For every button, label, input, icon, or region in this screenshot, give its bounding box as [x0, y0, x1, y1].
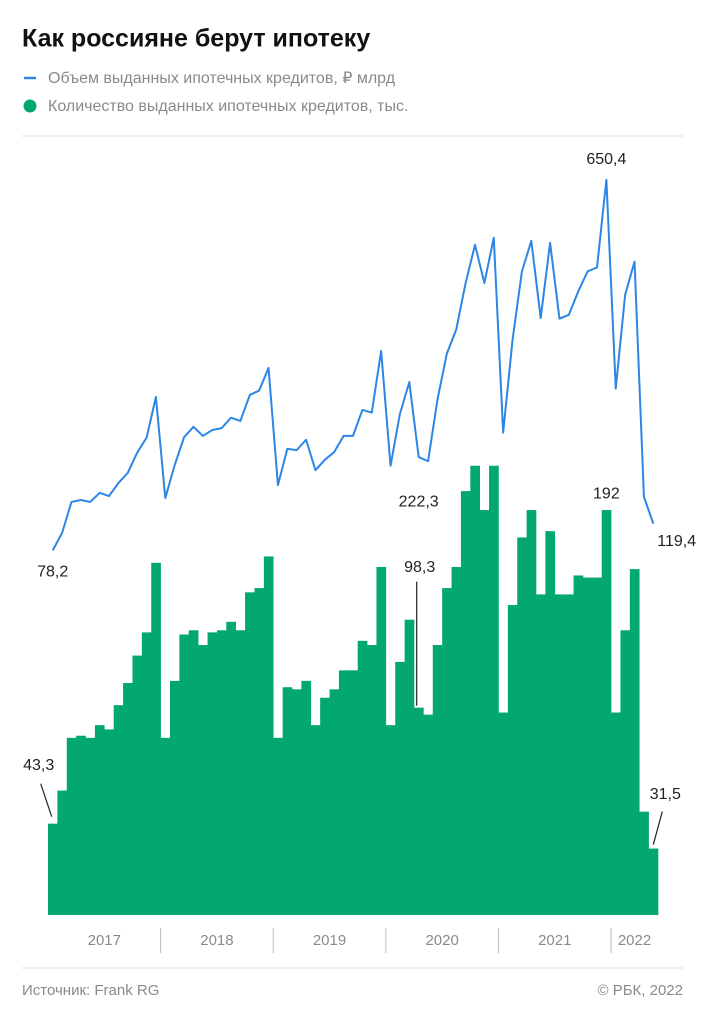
bar	[338, 670, 349, 915]
bar	[188, 630, 199, 915]
bar	[536, 594, 546, 915]
bar	[611, 712, 621, 915]
bar	[151, 562, 161, 915]
bar	[629, 569, 640, 915]
bar	[263, 556, 274, 915]
legend-label: Количество выданных ипотечных кредитов, …	[48, 98, 408, 115]
bar	[85, 737, 96, 915]
data-label: 31,5	[650, 786, 681, 803]
bar	[273, 737, 283, 915]
bar	[432, 645, 443, 915]
data-label: 78,2	[37, 564, 68, 581]
bar	[310, 725, 321, 915]
data-label: 119,4	[657, 533, 696, 550]
legend-label: Объем выданных ипотечных кредитов, ₽ млр…	[48, 70, 396, 87]
bar	[348, 670, 358, 915]
bar	[489, 465, 499, 915]
bar	[507, 604, 518, 915]
bar	[554, 594, 565, 915]
bar	[376, 567, 387, 915]
bar	[367, 645, 377, 915]
bar	[123, 683, 133, 915]
data-label: 43,3	[23, 757, 54, 774]
x-tick-label: 2022	[618, 932, 651, 949]
bar	[564, 594, 574, 915]
bar	[526, 510, 537, 915]
bar	[517, 537, 527, 915]
bar	[207, 632, 218, 915]
bar	[545, 531, 556, 915]
bar	[301, 680, 312, 915]
source: Источник: Frank RG	[22, 982, 159, 999]
bar	[216, 630, 227, 915]
leader-line	[652, 811, 663, 845]
bar	[498, 712, 509, 915]
bar	[48, 823, 58, 915]
bar	[329, 689, 340, 915]
bar	[104, 729, 114, 915]
data-label: 650,4	[586, 151, 626, 168]
bar	[620, 630, 631, 915]
x-tick-label: 2021	[538, 932, 571, 949]
legend-dot-icon	[23, 99, 37, 113]
bar	[76, 735, 86, 915]
bar	[582, 577, 593, 915]
bar	[179, 634, 190, 915]
x-tick-label: 2020	[425, 932, 458, 949]
bar	[66, 737, 77, 915]
bar	[235, 630, 246, 915]
bar	[357, 640, 368, 915]
bar	[57, 790, 68, 915]
bar	[385, 725, 396, 915]
x-tick-label: 2018	[200, 932, 233, 949]
bar	[282, 687, 293, 915]
bar	[94, 725, 105, 915]
bar	[414, 707, 424, 915]
x-tick-label: 2019	[313, 932, 346, 949]
bar	[423, 714, 434, 915]
data-label: 98,3	[404, 559, 435, 576]
bar	[601, 510, 612, 915]
copyright: © РБК, 2022	[597, 982, 683, 999]
bar	[451, 567, 462, 915]
bar	[460, 491, 471, 915]
bar	[470, 465, 480, 915]
data-label: 222,3	[399, 493, 439, 510]
bar	[639, 811, 649, 915]
x-tick-label: 2017	[88, 932, 121, 949]
leader-line	[40, 783, 53, 817]
bar	[245, 592, 255, 915]
bar	[226, 621, 236, 915]
bar	[141, 632, 152, 915]
bar	[404, 619, 415, 915]
bar	[395, 661, 405, 915]
bar	[170, 680, 180, 915]
data-label: 192	[593, 485, 620, 502]
bar	[573, 575, 584, 915]
bar	[113, 705, 124, 915]
bar	[592, 577, 602, 915]
bar	[320, 697, 330, 915]
line	[51, 178, 655, 551]
chart-title: Как россияне берут ипотеку	[22, 25, 370, 53]
bar	[648, 848, 659, 915]
bar	[292, 689, 302, 915]
bar	[254, 588, 265, 915]
bar	[132, 655, 143, 915]
bar	[198, 645, 208, 915]
bar	[479, 510, 490, 915]
bar	[160, 737, 171, 915]
bar	[442, 588, 452, 915]
